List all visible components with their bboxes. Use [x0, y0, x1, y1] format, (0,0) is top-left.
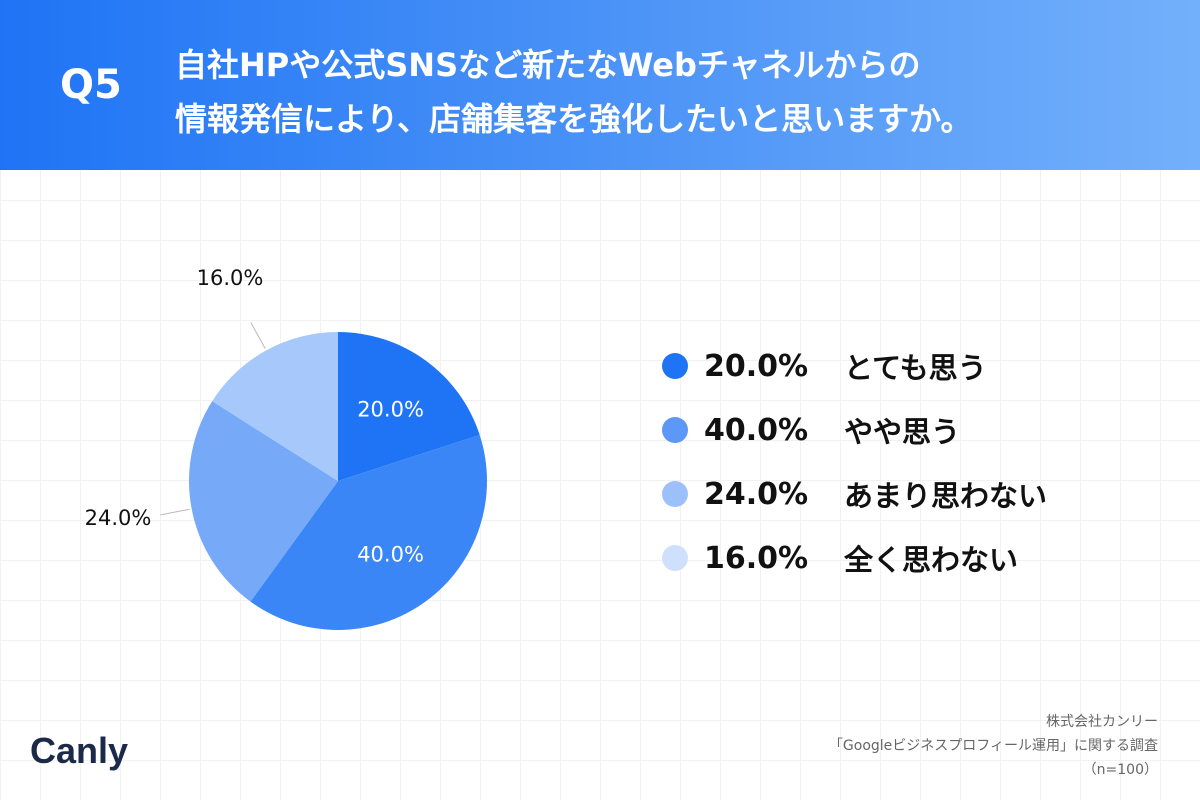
question-title-line-2: 情報発信により、店舗集客を強化したいと思いますか。 — [175, 100, 973, 138]
pie-slice-2 — [250, 434, 487, 630]
legend-percent-1: 20.0% — [704, 348, 809, 384]
pie-leader-line-4 — [250, 322, 266, 349]
header-banner: Q5 自社HPや公式SNSなど新たなWebチャネルからの 情報発信により、店舗集… — [0, 0, 1200, 170]
pie-leader-line-3 — [160, 508, 190, 516]
source-company: 株式会社カンリー — [1046, 714, 1158, 730]
legend-item-1: 20.0% とても思う — [662, 334, 1047, 398]
legend-percent-4: 16.0% — [704, 540, 809, 576]
legend-label-1: とても思う — [844, 351, 987, 385]
pie-slice-label-3: 24.0% — [85, 506, 152, 530]
source-survey: 「Googleビジネスプロフィール運用」に関する調査 — [828, 738, 1158, 754]
source-note: 株式会社カンリー 「Googleビジネスプロフィール運用」に関する調査 （n=1… — [829, 710, 1158, 782]
question-title: 自社HPや公式SNSなど新たなWebチャネルからの 情報発信により、店舗集客を強… — [175, 38, 1165, 146]
legend-item-2: 40.0% やや思う — [662, 398, 1047, 462]
legend-label-4: 全く思わない — [844, 543, 1019, 577]
legend-percent-3: 24.0% — [704, 476, 809, 512]
legend-dot-1 — [662, 353, 688, 379]
source-sample-size: （n=100） — [1082, 762, 1158, 778]
question-title-line-1: 自社HPや公式SNSなど新たなWebチャネルからの — [175, 46, 921, 84]
legend-dot-2 — [662, 417, 688, 443]
pie-slice-label-2: 40.0% — [357, 542, 424, 566]
canly-logo: Canly — [30, 730, 129, 771]
legend-label-2: やや思う — [844, 415, 961, 449]
pie-slice-3 — [189, 401, 338, 602]
legend-percent-2: 40.0% — [704, 412, 809, 448]
legend: 20.0% とても思う 40.0% やや思う 24.0% あまり思わない 16.… — [662, 334, 1047, 590]
question-number: Q5 — [60, 62, 122, 108]
legend-dot-3 — [662, 481, 688, 507]
pie-slice-label-4: 16.0% — [197, 266, 264, 290]
legend-item-3: 24.0% あまり思わない — [662, 462, 1047, 526]
pie-slice-label-1: 20.0% — [357, 398, 424, 422]
legend-label-3: あまり思わない — [844, 479, 1048, 513]
pie-slice-1 — [338, 332, 480, 481]
legend-item-4: 16.0% 全く思わない — [662, 526, 1047, 590]
legend-dot-4 — [662, 545, 688, 571]
pie-chart: 20.0% 40.0% 24.0% 16.0% — [85, 266, 487, 630]
pie-slice-4 — [212, 332, 338, 481]
